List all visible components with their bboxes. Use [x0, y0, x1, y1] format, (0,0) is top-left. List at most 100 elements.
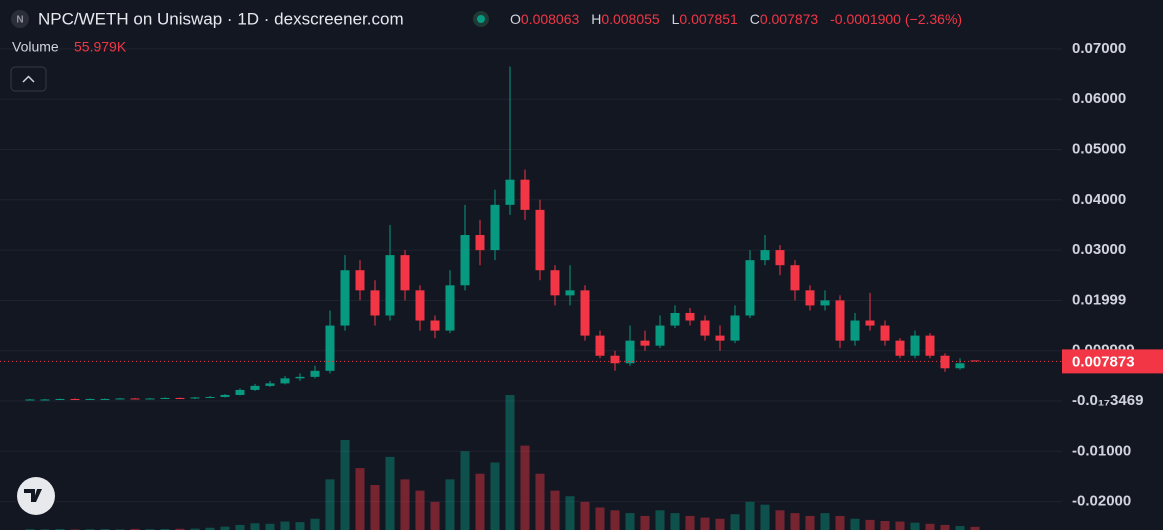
volume-bar: [940, 524, 950, 530]
legend-value: 0.007851: [679, 11, 738, 27]
volume-bar: [700, 517, 710, 530]
candle-body: [595, 335, 605, 356]
volume-bar: [550, 490, 560, 530]
volume-bar: [445, 479, 455, 530]
volume-bar: [235, 524, 245, 530]
volume-bar: [295, 522, 305, 530]
candle-body: [25, 399, 35, 401]
candle-body: [340, 270, 350, 326]
volume-bar: [895, 521, 905, 530]
candle-body: [850, 320, 860, 341]
candle-body: [70, 398, 80, 400]
candle-body: [730, 315, 740, 341]
candle-body: [895, 340, 905, 356]
volume-bar: [670, 513, 680, 530]
collapse-button[interactable]: [10, 66, 47, 92]
candle-body: [130, 398, 140, 400]
candle-body: [55, 398, 65, 400]
volume-bar: [460, 451, 470, 530]
candle-body: [250, 385, 260, 390]
volume-bar: [775, 510, 785, 530]
legend-label: C: [750, 11, 760, 27]
legend-value: 0.007873: [760, 11, 819, 27]
y-tick-label: 0.04000: [1072, 191, 1126, 208]
collapse-icon: [22, 75, 35, 83]
volume-bar: [730, 514, 740, 530]
legend-change: -0.0001900 (−2.36%): [830, 11, 962, 27]
candle-body: [310, 370, 320, 377]
legend-label: H: [591, 11, 601, 27]
candle-body: [775, 250, 785, 266]
candle-body: [445, 285, 455, 331]
candle-body: [655, 325, 665, 346]
candle-body: [100, 398, 110, 400]
volume-bar: [250, 523, 260, 530]
candle-body: [805, 290, 815, 306]
volume-bar: [580, 501, 590, 530]
candle-body: [400, 255, 410, 291]
status-dot: [477, 15, 485, 23]
volume-bar: [355, 468, 365, 530]
candle-body: [40, 399, 50, 401]
volume-bar: [850, 518, 860, 530]
ohlc-legend: O0.008063 H0.008055 L0.007851 C0.007873 …: [510, 11, 962, 27]
last-price-label: 0.007873: [1072, 353, 1135, 370]
candles: [0, 66, 1062, 401]
volume-bar: [160, 528, 170, 530]
candle-body: [910, 335, 920, 356]
candle-body: [175, 397, 185, 399]
candle-body: [220, 394, 230, 397]
volume-bar: [400, 479, 410, 530]
volume-bar: [175, 528, 185, 530]
candle-body: [550, 270, 560, 296]
token-icon: [11, 10, 29, 28]
candle-body: [370, 290, 380, 316]
volume-bar: [310, 518, 320, 530]
volume-bar: [625, 513, 635, 530]
y-tick-label: -0.0₁₇3469: [1072, 392, 1143, 409]
candle-body: [760, 250, 770, 261]
volume-bar: [535, 473, 545, 530]
volume-pane: [25, 395, 980, 530]
candle-body: [535, 209, 545, 271]
volume-bar: [505, 395, 515, 530]
volume-bar: [265, 523, 275, 530]
legend-value: 0.008063: [521, 11, 580, 27]
volume-bar: [130, 528, 140, 530]
candle-body: [190, 397, 200, 399]
candle-body: [205, 396, 215, 398]
volume-bar: [325, 479, 335, 530]
candle-body: [625, 340, 635, 364]
volume-bar: [205, 527, 215, 530]
volume-bar: [385, 456, 395, 530]
candle-body: [670, 312, 680, 326]
volume-bar: [595, 507, 605, 530]
volume-bar: [745, 501, 755, 530]
candle-body: [265, 383, 275, 386]
volume-bar: [190, 528, 200, 530]
candle-body: [880, 325, 890, 341]
volume-bar: [280, 521, 290, 530]
candle-body: [925, 335, 935, 356]
candle-body: [490, 204, 500, 251]
candle-body: [85, 398, 95, 400]
candle-body: [145, 398, 155, 400]
last-price-box: [1062, 349, 1163, 374]
candle-body: [430, 320, 440, 331]
candle-body: [610, 355, 620, 364]
y-tick-label: 0.06000: [1072, 90, 1126, 107]
volume-bar: [820, 513, 830, 530]
y-tick-label: 0.05000: [1072, 140, 1126, 157]
candle-body: [820, 300, 830, 306]
volume-bar: [955, 526, 965, 530]
candle-body: [745, 260, 755, 316]
candle-body: [295, 376, 305, 379]
candle-body: [640, 340, 650, 346]
candle-body: [865, 320, 875, 326]
candle-body: [325, 325, 335, 371]
volume-bar: [880, 521, 890, 530]
volume-bar: [430, 501, 440, 530]
candle-body: [790, 265, 800, 291]
candle-body: [715, 335, 725, 341]
